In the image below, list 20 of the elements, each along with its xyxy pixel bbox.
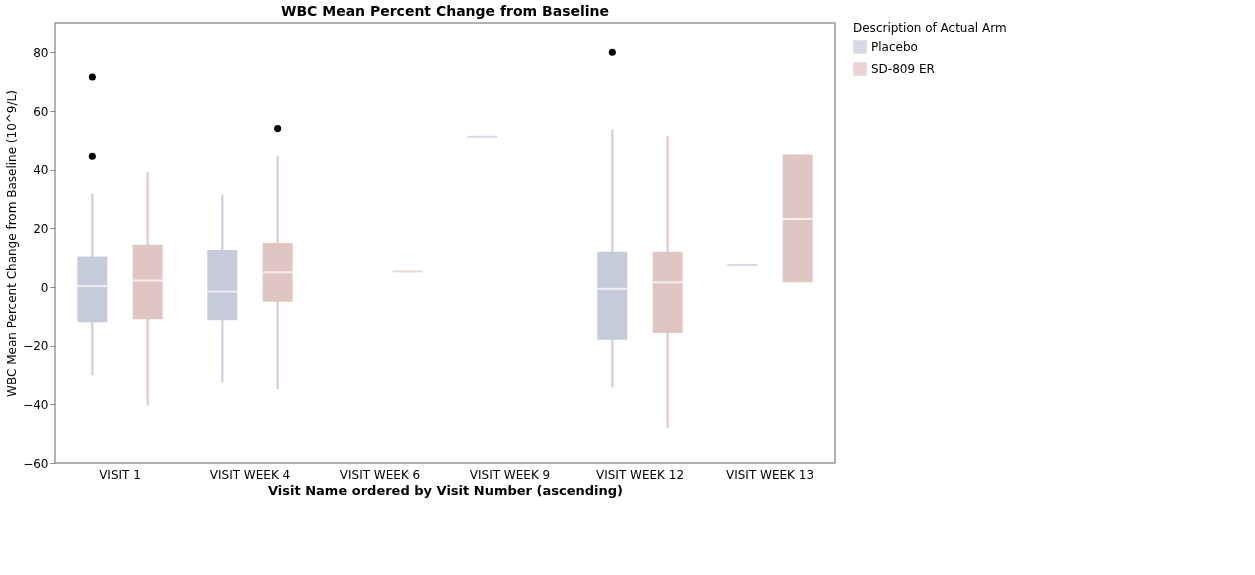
- chart-title: WBC Mean Percent Change from Baseline: [280, 3, 610, 19]
- x-tick-label: VISIT WEEK 4: [209, 467, 291, 482]
- x-tick-label: VISIT WEEK 13: [725, 467, 815, 482]
- x-axis-title: Visit Name ordered by Visit Number (ascending): [267, 482, 624, 498]
- y-tick-label: −20: [23, 339, 49, 354]
- y-tick-label: 0: [40, 280, 49, 295]
- y-tick-label: −60: [23, 456, 49, 471]
- legend-label: Placebo: [871, 40, 918, 54]
- x-tick-label: VISIT 1: [99, 467, 141, 482]
- y-tick-label: −40: [23, 397, 49, 412]
- x-tick-label: VISIT WEEK 9: [469, 467, 551, 482]
- y-tick-label: 80: [33, 45, 49, 60]
- y-axis-title: WBC Mean Percent Change from Baseline (10^9/L): [5, 90, 20, 397]
- y-tick-label: 40: [33, 163, 49, 178]
- y-tick-label: 60: [33, 104, 49, 119]
- legend-label: SD-809 ER: [871, 62, 935, 76]
- y-tick-label: 20: [33, 221, 49, 236]
- legend-title: Description of Actual Arm: [853, 21, 1007, 35]
- x-tick-label: VISIT WEEK 12: [595, 467, 685, 482]
- x-tick-label: VISIT WEEK 6: [339, 467, 421, 482]
